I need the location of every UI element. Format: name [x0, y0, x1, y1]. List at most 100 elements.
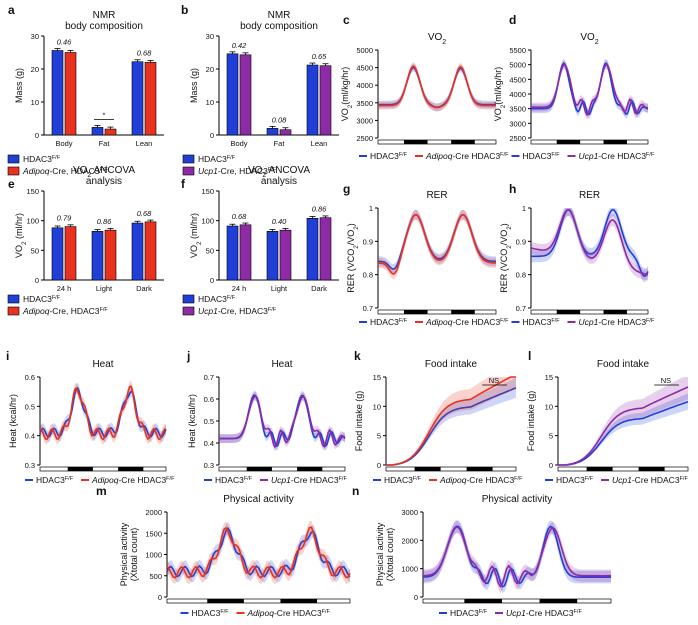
chart-title: body composition — [240, 21, 318, 32]
y-tick-label: 0.8 — [516, 271, 526, 280]
y-axis-label: RER (VCO2/VO2) — [499, 223, 513, 293]
y-axis-label: (Xtotal count) — [385, 528, 395, 582]
chart-title: VO2 ANCOVA — [248, 165, 310, 179]
y-axis-label: Food intake (g) — [526, 391, 536, 452]
y-tick-label: 10 — [31, 98, 39, 107]
x-tick-label: Fat — [99, 139, 111, 148]
y-tick-label: 50 — [31, 246, 39, 255]
chart-title: NMR — [93, 10, 116, 21]
panel-label: f — [181, 177, 186, 191]
legend-label: Ucp1-Cre, HDAC3F/F — [198, 306, 277, 316]
y-axis-label: RER (VCO2/VO2) — [346, 223, 360, 293]
y-tick-label: 5000 — [509, 61, 526, 70]
light-dark-bar — [530, 139, 649, 145]
dark-period — [464, 599, 502, 603]
chart-title: NMR — [268, 10, 291, 21]
y-tick-label: 0.9 — [363, 237, 373, 246]
legend-swatch — [7, 166, 20, 176]
y-tick-label: 2500 — [509, 134, 526, 143]
y-tick-label: 100 — [201, 217, 214, 226]
panel-label: b — [181, 3, 188, 17]
x-tick-label: Fat — [274, 139, 286, 148]
y-tick-label: 1 — [522, 204, 526, 213]
dark-period — [403, 310, 428, 314]
y-tick-label: 1 — [369, 204, 373, 213]
legend-label: HDAC3F/F — [370, 151, 408, 161]
bar — [226, 53, 239, 136]
panel-g: g RER 0.7 0.8 0.9 1 RER (VCO2/VO2) HDAC3F/F Adip… — [343, 182, 509, 327]
y-tick-label: 100 — [26, 217, 39, 226]
bar — [306, 217, 319, 281]
dark-period — [207, 599, 244, 603]
y-tick-label: 500 — [149, 572, 162, 581]
panel-label: n — [352, 484, 359, 498]
y-axis-label: VO2 (ml/hr) — [189, 213, 203, 258]
panel-label: a — [8, 3, 15, 17]
series-line — [530, 209, 649, 276]
series-line — [558, 400, 689, 466]
legend-label: HDAC3F/F — [198, 294, 236, 304]
sem-band — [386, 377, 516, 465]
legend-label: HDAC3F/F — [198, 154, 236, 164]
y-tick-label: 0.3 — [25, 461, 35, 470]
y-tick-label: 1000 — [145, 551, 162, 560]
y-axis-label: Food intake (g) — [354, 391, 364, 452]
y-axis-label: Mass (g) — [14, 68, 24, 103]
chart-title: Physical activity — [223, 494, 294, 505]
legend-label: HDAC3F/F — [192, 608, 230, 618]
series-line — [558, 386, 689, 466]
bar — [91, 127, 104, 136]
legend-label: Adipoq-Cre HDAC3F/F — [439, 475, 523, 485]
sem-band — [40, 381, 166, 445]
series-line — [39, 385, 167, 441]
light-dark-bar — [166, 598, 351, 604]
y-tick-label: 0.4 — [25, 432, 35, 441]
y-tick-label: 4500 — [356, 64, 373, 73]
y-tick-label: 30 — [31, 32, 39, 41]
legend-swatch — [182, 306, 195, 316]
y-tick-label: 0.5 — [204, 417, 214, 426]
y-tick-label: 1500 — [145, 529, 162, 538]
sem-band — [558, 393, 688, 465]
panel-i: i Heat 0.3 0.4 0.5 0.6 Heat (kcal/hr) HDAC3F/F A… — [6, 349, 175, 485]
y-axis-label: VO2(ml/kg/hr) — [340, 67, 354, 122]
legend-label: HDAC3F/F — [384, 475, 422, 485]
y-tick-label: 2000 — [145, 508, 162, 517]
chart-title: body composition — [65, 21, 143, 32]
light-dark-bar — [218, 466, 346, 472]
dark-period — [466, 467, 493, 471]
sem-band — [378, 62, 496, 112]
x-tick-label: Light — [271, 284, 288, 293]
x-tick-label: Lean — [136, 139, 153, 148]
legend-label: HDAC3F/F — [523, 151, 561, 161]
panel-j: j Heat 0.3 0.4 0.5 0.6 0.7 Heat (kcal/hr) HDAC3F… — [186, 349, 347, 485]
legend-label: Adipoq-Cre HDAC3F/F — [425, 317, 509, 327]
bar — [279, 129, 292, 136]
sem-band — [167, 521, 350, 583]
panel-label: d — [509, 13, 516, 27]
y-tick-label: 10 — [373, 402, 381, 411]
y-axis-label: Heat (kcal/hr) — [8, 394, 18, 448]
bar — [144, 221, 157, 281]
p-value-label: 0.68 — [137, 49, 152, 58]
panel-h: h RER 0.7 0.8 0.9 1 RER (VCO2/VO2) HDAC3F/F Ucp1… — [499, 182, 655, 327]
legend-swatch — [182, 166, 195, 176]
legend-swatch — [182, 154, 195, 164]
y-axis-label: Heat (kcal/hr) — [187, 394, 197, 448]
y-tick-label: 0 — [158, 593, 162, 602]
dark-period — [603, 140, 627, 144]
p-value-label: 0.86 — [97, 217, 112, 226]
y-tick-label: 0 — [35, 276, 39, 285]
p-value-label: 0.46 — [57, 38, 72, 47]
y-tick-label: 5 — [377, 432, 381, 441]
p-value-label: 0.68 — [137, 209, 152, 218]
p-value-label: 0.86 — [312, 205, 327, 214]
legend-swatch — [182, 294, 195, 304]
legend-label: Ucp1-Cre HDAC3F/F — [612, 475, 688, 485]
y-tick-label: 20 — [206, 65, 214, 74]
panel-label: m — [96, 484, 107, 498]
sem-band — [386, 378, 516, 465]
chart-title: VO2 ANCOVA — [73, 165, 135, 179]
